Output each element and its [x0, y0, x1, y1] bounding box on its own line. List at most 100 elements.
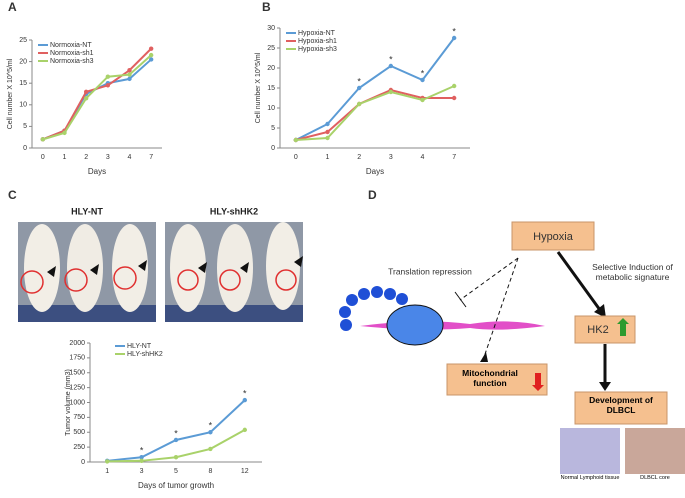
point: [148, 52, 154, 58]
x-tick-label: 3: [389, 154, 393, 161]
panel-label: B: [262, 0, 271, 14]
legend-label: HLY-NT: [127, 343, 152, 350]
point: [148, 57, 154, 62]
legend-label: Hypoxia-NT: [298, 30, 336, 37]
point: [173, 437, 179, 443]
y-tick-label: 20: [19, 58, 27, 65]
x-tick-label: 8: [208, 468, 212, 475]
point: [40, 137, 46, 142]
photo: [165, 222, 303, 322]
x-axis-label: Days: [88, 167, 106, 176]
node-label: DLBCL core: [640, 475, 670, 481]
significance: *: [389, 54, 393, 64]
point: [173, 455, 179, 460]
significance: *: [421, 68, 425, 78]
y-tick-label: 1500: [69, 370, 85, 377]
y-tick-label: 1250: [69, 384, 85, 391]
y-tick-label: 500: [73, 429, 85, 436]
point: [148, 46, 154, 51]
x-tick-label: 1: [63, 154, 67, 161]
y-tick-label: 250: [73, 444, 85, 451]
photo-label: HLY-shHK2: [210, 206, 258, 216]
series-line: [295, 85, 455, 141]
point: [356, 85, 362, 91]
significance: *: [209, 421, 213, 431]
x-tick-label: 0: [294, 154, 298, 161]
significance: *: [174, 428, 178, 438]
significance: *: [140, 446, 144, 456]
legend-label: Hypoxia-sh1: [298, 38, 337, 45]
node-label: Translation repression: [388, 266, 472, 276]
series-line: [42, 58, 152, 141]
y-tick-label: 5: [23, 123, 27, 130]
point: [127, 76, 132, 82]
y-tick-label: 20: [267, 65, 275, 72]
significance: *: [452, 26, 456, 36]
point: [388, 89, 394, 95]
x-tick-label: 4: [421, 154, 425, 161]
x-tick-label: 2: [357, 154, 361, 161]
point: [62, 130, 67, 136]
x-tick-label: 3: [140, 468, 144, 475]
panel-label: A: [8, 0, 17, 14]
y-tick-label: 750: [73, 414, 85, 421]
legend-label: HLY-shHK2: [127, 351, 163, 358]
point: [127, 72, 132, 77]
point: [420, 77, 425, 83]
y-tick-label: 30: [267, 25, 275, 32]
panel-label: D: [368, 188, 377, 202]
x-tick-label: 12: [241, 468, 249, 475]
node-text: Selective Induction of metabolic signatu…: [592, 262, 673, 282]
point: [388, 63, 394, 69]
x-tick-label: 4: [128, 154, 132, 161]
series-line: [42, 54, 152, 141]
photo-label: HLY-NT: [71, 206, 103, 216]
y-tick-label: 25: [267, 45, 275, 52]
legend-label: Normoxia-sh1: [50, 50, 94, 57]
diagram-art: [339, 221, 685, 474]
x-tick-label: 2: [84, 154, 88, 161]
y-tick-label: 15: [267, 85, 275, 92]
node-label: Development of DLBCL: [589, 395, 653, 415]
y-tick-label: 0: [81, 459, 85, 466]
y-tick-label: 15: [19, 80, 27, 87]
point: [83, 96, 89, 101]
y-tick-label: 25: [19, 37, 27, 44]
x-tick-label: 1: [326, 154, 330, 161]
y-axis-label: Cell number X 10^5/ml: [7, 58, 14, 129]
point: [451, 95, 457, 101]
x-axis-label: Days: [366, 167, 384, 176]
x-tick-label: 5: [174, 468, 178, 475]
node-label: Selective Induction of metabolic signatu…: [592, 262, 673, 282]
node-text: Mitochondrial function: [462, 368, 518, 388]
point: [208, 430, 213, 435]
x-tick-label: 1: [105, 468, 109, 475]
series-line: [295, 37, 455, 141]
node-label: Hypoxia: [533, 231, 574, 243]
point: [105, 74, 111, 79]
x-axis-label: Days of tumor growth: [138, 481, 214, 490]
point: [242, 397, 247, 403]
y-axis-label: Cell number X 10^5/ml: [255, 52, 262, 123]
y-tick-label: 1000: [69, 399, 85, 406]
node-label: Normal Lymphoid tissue: [560, 475, 620, 481]
point: [325, 121, 330, 127]
y-tick-label: 10: [267, 105, 275, 112]
significance: *: [357, 76, 361, 86]
point: [105, 459, 110, 464]
point: [139, 458, 144, 464]
photo: [18, 222, 156, 322]
y-tick-label: 5: [271, 125, 275, 132]
node-text: DLBCL core: [640, 475, 670, 481]
node-label: Mitochondrial function: [462, 368, 518, 388]
point: [127, 68, 132, 73]
legend-label: Hypoxia-sh3: [298, 46, 337, 53]
point: [325, 129, 330, 135]
point: [325, 135, 330, 141]
node-text: Normal Lymphoid tissue: [560, 475, 620, 481]
x-tick-label: 7: [452, 154, 456, 161]
point: [83, 89, 89, 95]
point: [105, 83, 111, 88]
y-tick-label: 0: [271, 145, 275, 152]
